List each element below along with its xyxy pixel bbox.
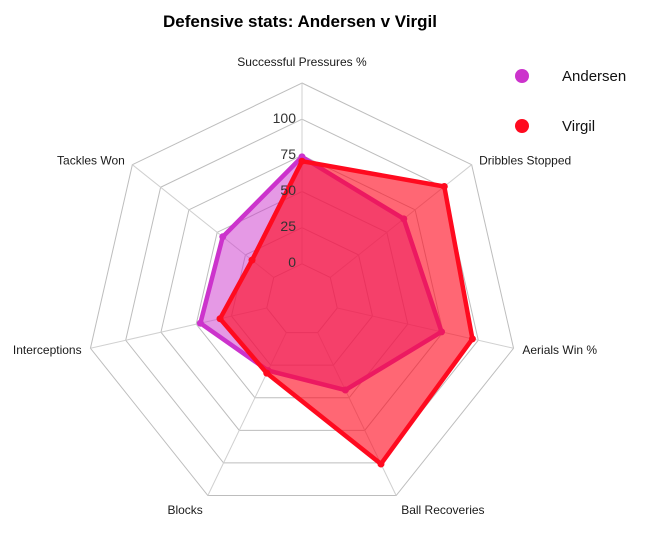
tick-layer: 0 25 50 75 100 <box>273 110 297 270</box>
legend-label: Andersen <box>562 68 626 85</box>
axis-label: Interceptions <box>13 343 82 357</box>
axis-label-layer: Successful Pressures % Dribbles Stopped Ae… <box>13 55 598 517</box>
data-point-virgil <box>216 315 224 323</box>
grid-ring <box>89 82 515 497</box>
series-area-virgil <box>217 158 475 467</box>
legend-label: Virgil <box>562 118 595 135</box>
data-point-andersen <box>196 319 204 327</box>
tick-label: 50 <box>280 182 296 198</box>
axis-label: Aerials Win % <box>522 343 597 357</box>
axis-label: Dribbles Stopped <box>479 153 571 167</box>
data-point-virgil <box>263 369 271 377</box>
tick-label: 100 <box>273 110 297 126</box>
legend-marker <box>515 69 529 83</box>
tick-label: 75 <box>280 146 296 162</box>
data-point-virgil <box>440 183 448 191</box>
axis-label: Successful Pressures % <box>237 55 367 69</box>
data-point-virgil <box>248 256 256 264</box>
data-point-virgil <box>468 335 476 343</box>
axis-label: Blocks <box>167 503 202 517</box>
tick-label: 0 <box>288 254 296 270</box>
axis-label: Tackles Won <box>57 153 125 167</box>
data-point-virgil <box>298 157 306 165</box>
chart-title: Defensive stats: Andersen v Virgil <box>163 12 437 31</box>
legend-marker <box>515 119 529 133</box>
data-point-virgil <box>377 460 385 468</box>
series-layer <box>196 153 476 468</box>
axis-label: Ball Recoveries <box>401 503 484 517</box>
data-point-andersen <box>219 233 227 241</box>
legend: Andersen Virgil <box>515 68 626 135</box>
tick-label: 25 <box>280 218 296 234</box>
